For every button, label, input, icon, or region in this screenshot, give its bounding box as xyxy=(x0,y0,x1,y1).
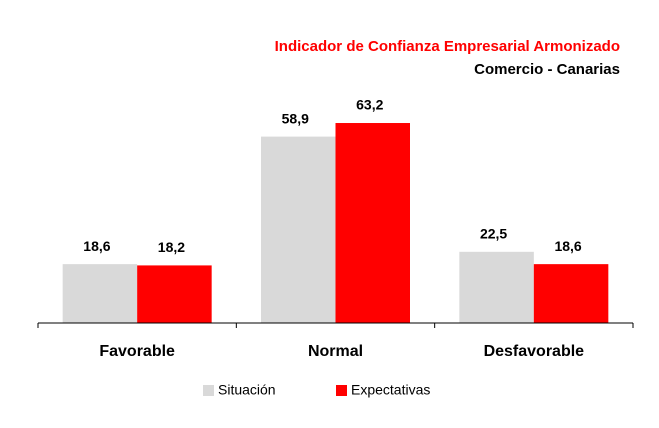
bar xyxy=(62,264,138,323)
x-tick-label: Normal xyxy=(308,343,363,360)
x-tick-label: Favorable xyxy=(99,343,175,360)
legend-swatch xyxy=(203,385,214,396)
value-label: 63,2 xyxy=(356,97,383,113)
chart-title: Indicador de Confianza Empresarial Armon… xyxy=(275,38,620,55)
bar xyxy=(533,264,609,323)
value-label: 18,2 xyxy=(158,239,185,255)
legend-label: Situación xyxy=(218,382,276,398)
value-label: 22,5 xyxy=(480,226,507,242)
legend-swatch xyxy=(336,385,347,396)
bar xyxy=(335,123,410,323)
value-label: 18,6 xyxy=(83,238,110,254)
bar xyxy=(261,136,336,323)
chart-subtitle: Comercio - Canarias xyxy=(474,61,620,78)
value-label: 58,9 xyxy=(282,110,309,126)
x-tick-label: Desfavorable xyxy=(484,343,585,360)
bar xyxy=(137,265,212,323)
bar xyxy=(459,251,534,323)
legend-label: Expectativas xyxy=(351,382,430,398)
value-label: 18,6 xyxy=(554,238,581,254)
